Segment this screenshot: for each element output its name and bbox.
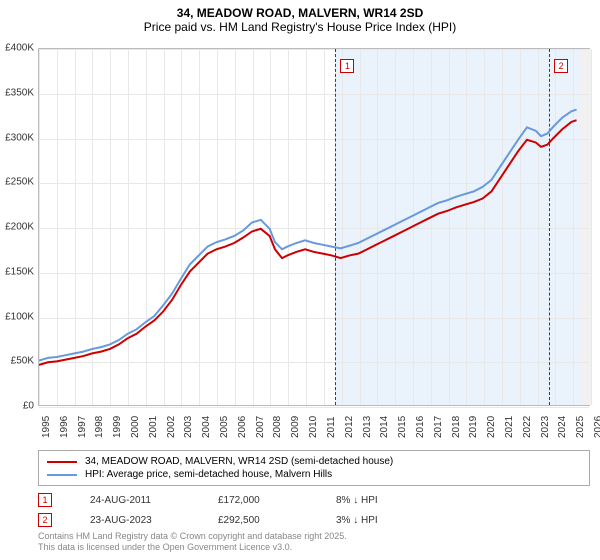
line-series-svg	[39, 49, 589, 405]
x-tick-label: 2007	[255, 416, 266, 438]
footer: Contains HM Land Registry data © Crown c…	[38, 531, 590, 554]
y-tick-label: £250K	[5, 177, 34, 188]
legend-label: 34, MEADOW ROAD, MALVERN, WR14 2SD (semi…	[85, 456, 393, 467]
marker-delta: 3% ↓ HPI	[336, 515, 378, 526]
x-tick-label: 2017	[433, 416, 444, 438]
marker-date: 23-AUG-2023	[90, 515, 180, 526]
x-tick-label: 2013	[362, 416, 373, 438]
x-tick-label: 2012	[344, 416, 355, 438]
legend-swatch	[47, 474, 77, 476]
x-tick-label: 2015	[397, 416, 408, 438]
x-tick-label: 2021	[504, 416, 515, 438]
y-axis: £0£50K£100K£150K£200K£250K£300K£350K£400…	[0, 48, 38, 406]
plot-area: 12	[38, 48, 590, 406]
x-tick-label: 2010	[308, 416, 319, 438]
marker-delta: 8% ↓ HPI	[336, 495, 378, 506]
x-tick-label: 2026	[593, 416, 600, 438]
x-tick-label: 2016	[415, 416, 426, 438]
x-tick-label: 2002	[166, 416, 177, 438]
chart-container: 34, MEADOW ROAD, MALVERN, WR14 2SD Price…	[0, 0, 600, 560]
chart-titles: 34, MEADOW ROAD, MALVERN, WR14 2SD Price…	[0, 0, 600, 34]
x-tick-label: 2024	[557, 416, 568, 438]
marker-date: 24-AUG-2011	[90, 495, 180, 506]
x-tick-label: 1999	[112, 416, 123, 438]
x-tick-label: 2019	[468, 416, 479, 438]
x-tick-label: 2003	[183, 416, 194, 438]
series-line	[39, 120, 577, 365]
y-tick-label: £350K	[5, 87, 34, 98]
series-line	[39, 110, 577, 361]
footer-line-1: Contains HM Land Registry data © Crown c…	[38, 531, 590, 543]
y-tick-label: £0	[23, 401, 34, 412]
x-tick-label: 2022	[522, 416, 533, 438]
x-tick-label: 1996	[59, 416, 70, 438]
marker-row: 2 23-AUG-2023 £292,500 3% ↓ HPI	[38, 510, 590, 530]
legend-item: HPI: Average price, semi-detached house,…	[47, 468, 581, 481]
x-tick-label: 2020	[486, 416, 497, 438]
x-tick-label: 2025	[575, 416, 586, 438]
x-tick-label: 2009	[290, 416, 301, 438]
y-tick-label: £400K	[5, 43, 34, 54]
x-tick-label: 2023	[540, 416, 551, 438]
x-tick-label: 2004	[201, 416, 212, 438]
x-tick-label: 1995	[41, 416, 52, 438]
x-tick-label: 2001	[148, 416, 159, 438]
x-tick-label: 2011	[326, 416, 337, 438]
legend-swatch	[47, 461, 77, 463]
x-tick-label: 1998	[94, 416, 105, 438]
x-tick-label: 2018	[451, 416, 462, 438]
legend: 34, MEADOW ROAD, MALVERN, WR14 2SD (semi…	[38, 450, 590, 486]
legend-item: 34, MEADOW ROAD, MALVERN, WR14 2SD (semi…	[47, 455, 581, 468]
markers-table: 1 24-AUG-2011 £172,000 8% ↓ HPI 2 23-AUG-2023…	[38, 490, 590, 530]
y-tick-label: £100K	[5, 311, 34, 322]
chart-title: 34, MEADOW ROAD, MALVERN, WR14 2SD	[0, 6, 600, 20]
chart-subtitle: Price paid vs. HM Land Registry's House …	[0, 20, 600, 34]
y-tick-label: £50K	[11, 356, 34, 367]
footer-line-2: This data is licensed under the Open Gov…	[38, 542, 590, 554]
x-tick-label: 2008	[272, 416, 283, 438]
x-tick-label: 2006	[237, 416, 248, 438]
x-tick-label: 2005	[219, 416, 230, 438]
y-tick-label: £300K	[5, 132, 34, 143]
y-tick-label: £150K	[5, 266, 34, 277]
x-axis: 1995 1996 1997 1998 1999 2000 2001 2002 2003 2004…	[38, 406, 590, 446]
x-tick-label: 2000	[130, 416, 141, 438]
marker-number: 1	[38, 493, 52, 507]
x-tick-label: 1997	[77, 416, 88, 438]
marker-row: 1 24-AUG-2011 £172,000 8% ↓ HPI	[38, 490, 590, 510]
x-tick-label: 2014	[379, 416, 390, 438]
marker-price: £292,500	[218, 515, 298, 526]
gridline-v	[591, 49, 592, 405]
y-tick-label: £200K	[5, 222, 34, 233]
marker-number: 2	[38, 513, 52, 527]
legend-label: HPI: Average price, semi-detached house,…	[85, 469, 332, 480]
marker-price: £172,000	[218, 495, 298, 506]
